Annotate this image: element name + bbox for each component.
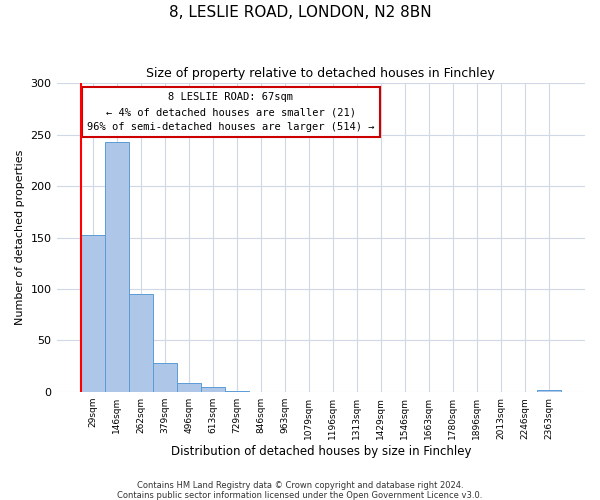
Bar bbox=[80, 236, 104, 392]
Bar bbox=[152, 363, 176, 392]
Y-axis label: Number of detached properties: Number of detached properties bbox=[15, 150, 25, 325]
Text: 8 LESLIE ROAD: 67sqm
← 4% of detached houses are smaller (21)
96% of semi-detach: 8 LESLIE ROAD: 67sqm ← 4% of detached ho… bbox=[87, 92, 374, 132]
Text: Contains public sector information licensed under the Open Government Licence v3: Contains public sector information licen… bbox=[118, 490, 482, 500]
Bar bbox=[224, 391, 249, 392]
Bar bbox=[128, 294, 152, 392]
Bar bbox=[104, 142, 128, 392]
Bar bbox=[537, 390, 561, 392]
X-axis label: Distribution of detached houses by size in Finchley: Distribution of detached houses by size … bbox=[170, 444, 471, 458]
Text: 8, LESLIE ROAD, LONDON, N2 8BN: 8, LESLIE ROAD, LONDON, N2 8BN bbox=[169, 5, 431, 20]
Bar bbox=[176, 382, 200, 392]
Bar bbox=[200, 387, 224, 392]
Title: Size of property relative to detached houses in Finchley: Size of property relative to detached ho… bbox=[146, 68, 495, 80]
Text: Contains HM Land Registry data © Crown copyright and database right 2024.: Contains HM Land Registry data © Crown c… bbox=[137, 480, 463, 490]
